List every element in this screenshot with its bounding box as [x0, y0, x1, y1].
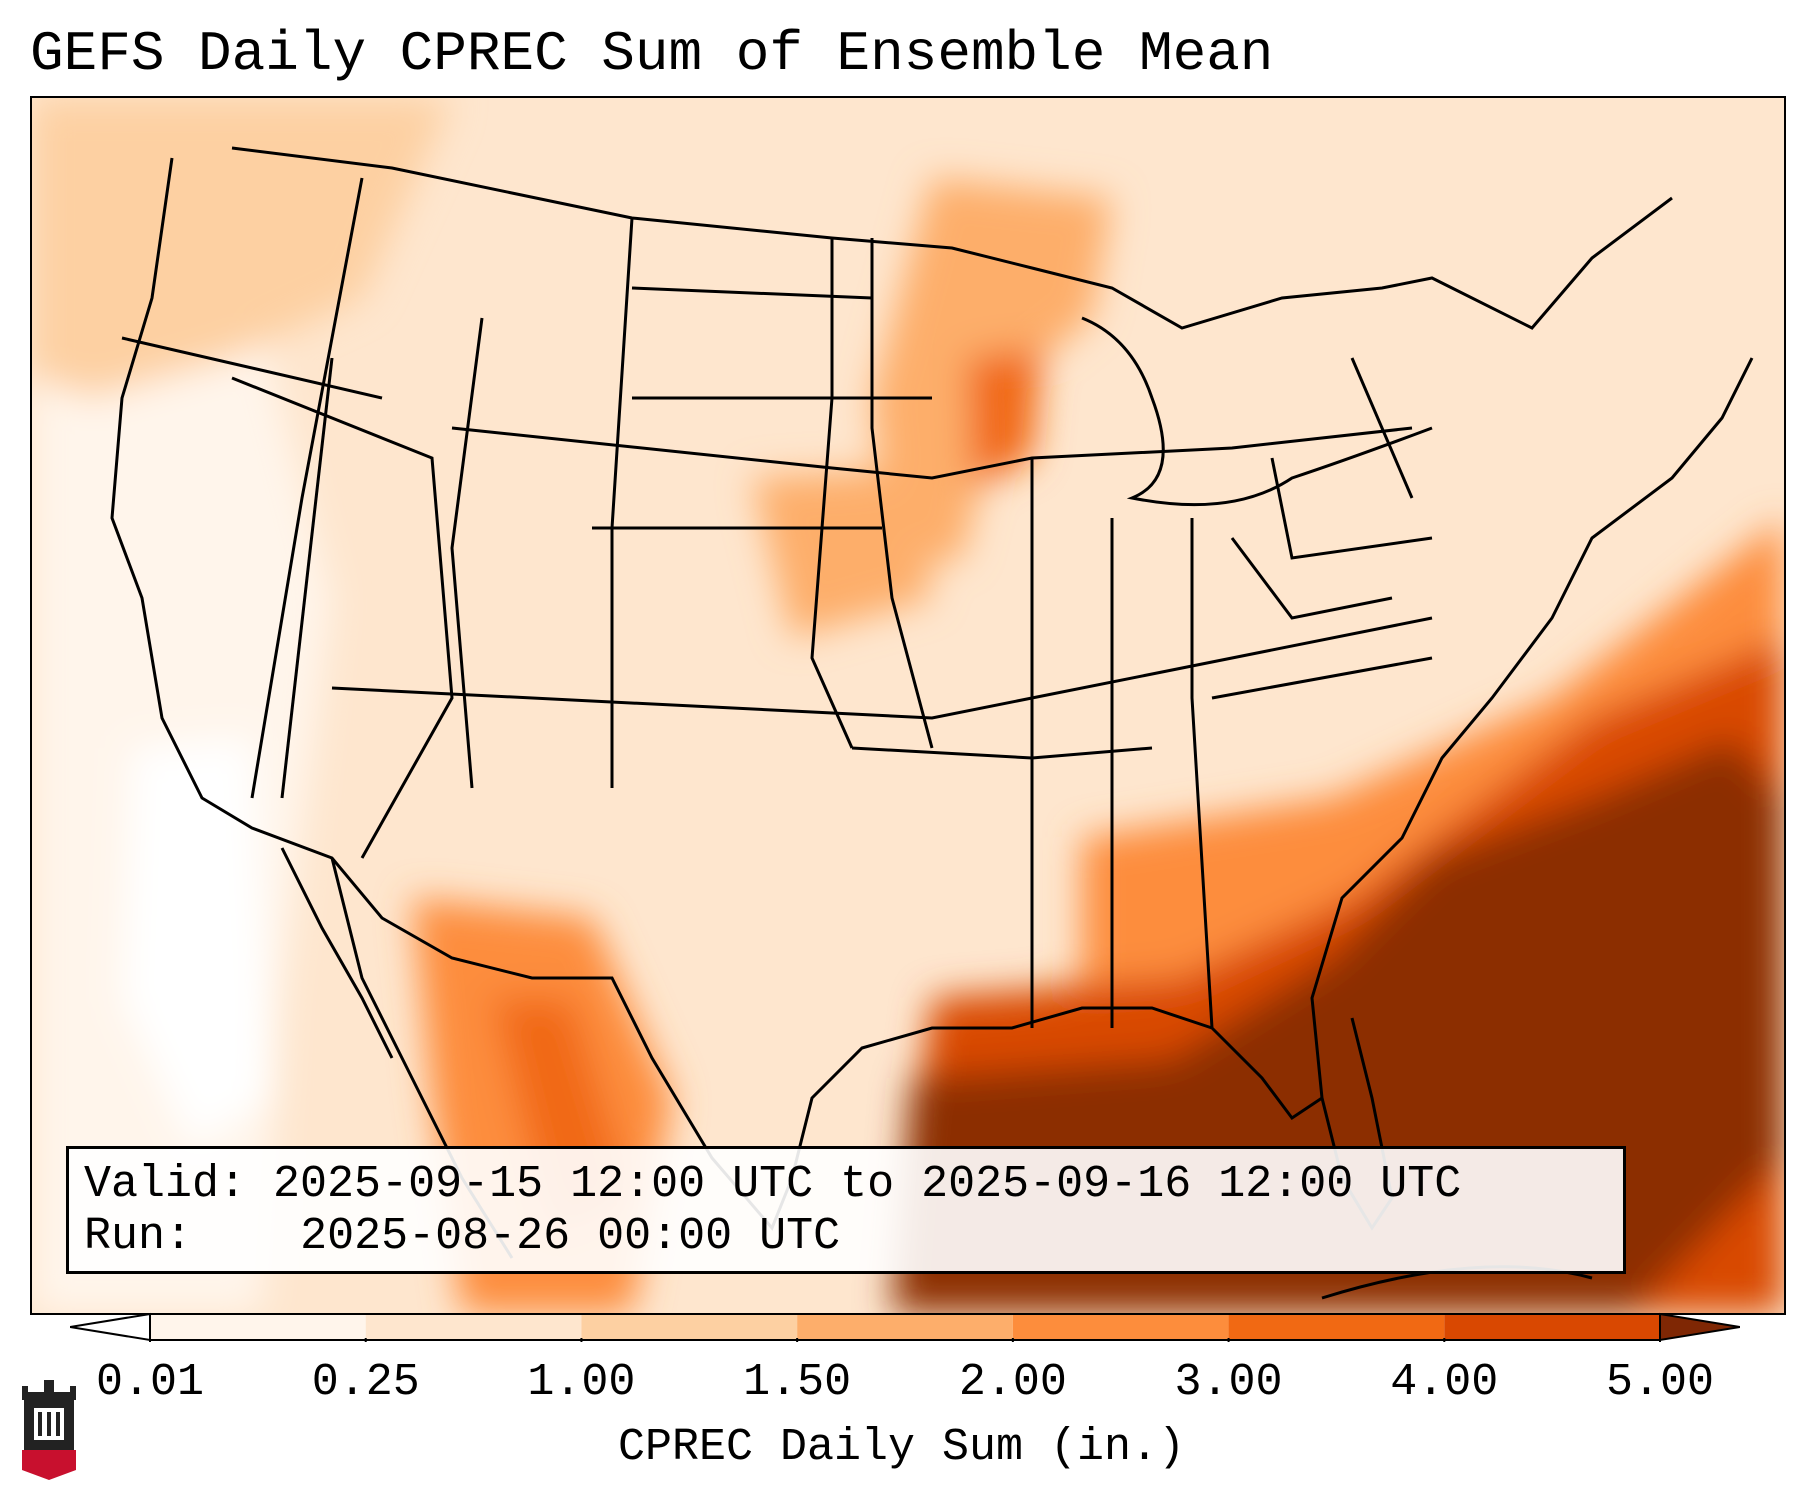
state-line-3: [231, 376, 454, 859]
us-outline: [110, 157, 1754, 1231]
run-label: Run:: [84, 1211, 193, 1262]
state-line-10: [870, 238, 934, 749]
colorbar-segment: [1228, 1314, 1445, 1340]
colorbar-tick-label: 5.00: [1605, 1357, 1715, 1408]
canada-border: [231, 146, 1673, 330]
valid-line: Valid: 2025-09-15 12:00 UTC to 2025-09-1…: [84, 1159, 1623, 1211]
run-text: 2025-08-26 00:00 UTC: [300, 1211, 841, 1262]
colorbar-segment: [150, 1314, 366, 1340]
state-line-18: [1211, 656, 1433, 700]
state-line-6: [451, 426, 1413, 480]
state-line-20: [1270, 457, 1433, 560]
precipitation-map[interactable]: [30, 96, 1786, 1315]
pacific-nw-band: [32, 98, 452, 398]
state-line-21: [1350, 357, 1414, 499]
colorbar: [70, 1312, 1740, 1342]
state-line-2: [280, 357, 334, 799]
valid-run-info-box: Valid: 2025-09-15 12:00 UTC to 2025-09-1…: [66, 1146, 1626, 1274]
colorbar-tick-label: 1.50: [743, 1357, 852, 1408]
valid-label: Valid:: [84, 1159, 247, 1210]
plains-orange: [752, 468, 932, 638]
valid-text: 2025-09-15 12:00 UTC to 2025-09-16 12:00…: [273, 1159, 1462, 1210]
map-canvas: [32, 98, 1784, 1313]
colorbar-tick-label: 2.00: [958, 1357, 1067, 1408]
colorbar-segment: [365, 1314, 582, 1340]
colorbar-svg: [70, 1312, 1740, 1342]
colorbar-tick-label: 3.00: [1174, 1357, 1283, 1408]
colorbar-segment: [581, 1314, 798, 1340]
state-line-19: [1230, 537, 1393, 620]
state-line-5: [331, 616, 1433, 720]
state-line-1: [121, 336, 383, 400]
state-line-17: [1190, 518, 1214, 1029]
niu-logo: [20, 1380, 78, 1480]
colorbar-segment: [797, 1314, 1013, 1340]
upper-midwest-core: [967, 348, 1042, 488]
baja: [280, 847, 394, 1059]
colorbar-tick-label: 4.00: [1390, 1357, 1499, 1408]
great-lakes: [1081, 316, 1433, 507]
chart-title: GEFS Daily CPREC Sum of Ensemble Mean: [30, 22, 1274, 86]
state-line-4: [250, 177, 364, 799]
pacific-white: [122, 738, 272, 1148]
colorbar-border: [149, 1313, 1661, 1341]
colorbar-over-extension: [1659, 1312, 1740, 1342]
niu-logo-icon: [22, 1380, 76, 1480]
colorbar-tick-label: 0.01: [95, 1357, 205, 1408]
state-line-7: [450, 317, 484, 789]
colorbar-tick-label: 1.00: [527, 1357, 636, 1408]
colorbar-under-extension: [70, 1312, 151, 1342]
colorbar-tick-label: 0.25: [311, 1357, 420, 1408]
colorbar-segment: [1444, 1314, 1660, 1340]
colorbar-label: CPREC Daily Sum (in.): [617, 1422, 1186, 1473]
run-line: Run: 2025-08-26 00:00 UTC: [84, 1211, 1623, 1263]
state-line-13: [631, 286, 873, 300]
colorbar-segment: [1012, 1314, 1229, 1340]
